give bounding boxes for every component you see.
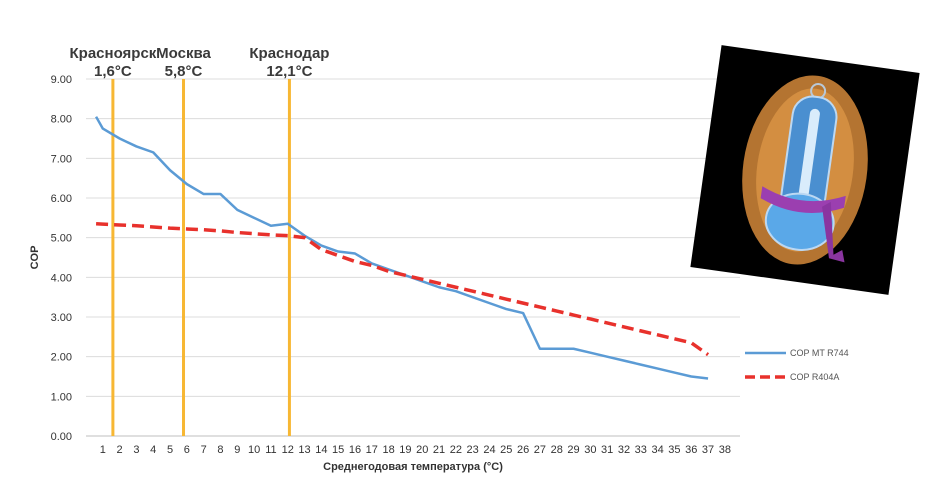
- city-name-label: Москва: [156, 45, 211, 62]
- y-tick-label: 0.00: [51, 431, 72, 443]
- legend-label: COP R404A: [790, 372, 839, 382]
- x-tick-label: 6: [184, 444, 190, 456]
- city-temp-label: 1,6°C: [94, 63, 132, 80]
- x-tick-label: 26: [517, 444, 529, 456]
- y-tick-label: 9.00: [51, 74, 72, 86]
- city-temp-label: 12,1°C: [266, 63, 312, 80]
- x-tick-label: 35: [668, 444, 680, 456]
- y-tick-label: 6.00: [51, 193, 72, 205]
- y-tick-label: 5.00: [51, 233, 72, 245]
- legend: COP MT R744 COP R404A: [745, 348, 849, 382]
- thermometer-with-scarf-icon: [690, 45, 920, 295]
- x-tick-label: 23: [467, 444, 479, 456]
- x-tick-label: 28: [551, 444, 563, 456]
- x-axis-label: Среднегодовая температура (°C): [323, 461, 503, 473]
- y-axis-ticks: 0.00 1.00 2.00 3.00 4.00 5.00 6.00 7.00 8.00 9.00: [51, 74, 72, 443]
- x-tick-label: 37: [702, 444, 714, 456]
- x-tick-label: 2: [117, 444, 123, 456]
- x-tick-label: 9: [234, 444, 240, 456]
- x-tick-label: 8: [217, 444, 223, 456]
- x-tick-label: 17: [366, 444, 378, 456]
- x-tick-label: 14: [315, 444, 327, 456]
- x-tick-label: 20: [416, 444, 428, 456]
- x-tick-label: 24: [483, 444, 495, 456]
- series-lines: [94, 116, 710, 380]
- x-tick-label: 31: [601, 444, 613, 456]
- x-tick-label: 29: [567, 444, 579, 456]
- x-tick-label: 25: [500, 444, 512, 456]
- y-axis-label: COP: [29, 246, 41, 270]
- x-tick-label: 36: [685, 444, 697, 456]
- x-tick-label: 11: [265, 444, 276, 456]
- x-tick-label: 30: [584, 444, 596, 456]
- y-tick-label: 3.00: [51, 312, 72, 324]
- y-tick-label: 7.00: [51, 153, 72, 165]
- thermometer-tube: [797, 108, 820, 208]
- y-tick-label: 8.00: [51, 114, 72, 126]
- city-temp-label: 5,8°C: [165, 63, 203, 80]
- legend-label: COP MT R744: [790, 348, 849, 358]
- x-tick-label: 5: [167, 444, 173, 456]
- x-tick-label: 32: [618, 444, 630, 456]
- x-tick-label: 12: [282, 444, 294, 456]
- x-tick-label: 34: [651, 444, 663, 456]
- y-tick-label: 1.00: [51, 391, 72, 403]
- series-line: [94, 116, 709, 380]
- x-tick-label: 4: [150, 444, 156, 456]
- scarf-tail: [822, 201, 845, 263]
- x-tick-label: 33: [635, 444, 647, 456]
- x-axis-ticks: 1 2 3 4 5 6 7 8 9 10 11 12 13 14 15 16 17 18 19 20 21 22 23 24 2…: [100, 444, 731, 456]
- x-tick-label: 10: [248, 444, 260, 456]
- x-tick-label: 13: [298, 444, 310, 456]
- city-name-label: Краснодар: [249, 45, 329, 62]
- x-tick-label: 15: [332, 444, 344, 456]
- x-tick-label: 7: [201, 444, 207, 456]
- city-name-label: Красноярск: [70, 45, 157, 62]
- x-tick-label: 27: [534, 444, 546, 456]
- y-tick-label: 2.00: [51, 352, 72, 364]
- x-tick-label: 3: [133, 444, 139, 456]
- x-tick-label: 18: [382, 444, 394, 456]
- x-tick-label: 21: [433, 444, 445, 456]
- x-tick-label: 19: [399, 444, 411, 456]
- x-tick-label: 16: [349, 444, 361, 456]
- x-tick-label: 22: [450, 444, 462, 456]
- y-tick-label: 4.00: [51, 272, 72, 284]
- x-tick-label: 38: [719, 444, 731, 456]
- series-line: [95, 222, 710, 357]
- x-tick-label: 1: [100, 444, 106, 456]
